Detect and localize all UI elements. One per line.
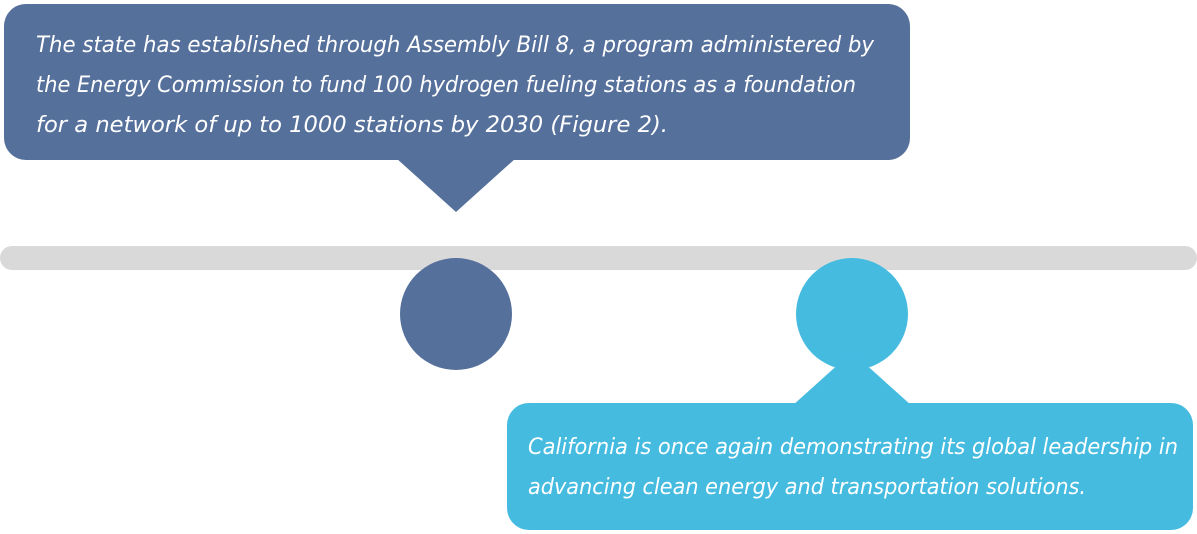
callout-text: for a network of up to 1000 stations by …: [36, 113, 668, 138]
callout-box: [4, 4, 910, 160]
timeline-node: [400, 258, 512, 370]
callout-box: [507, 403, 1193, 530]
callout-pointer: [792, 352, 912, 406]
callout-text: advancing clean energy and transportatio…: [528, 475, 1086, 500]
callout-text: California is once again demonstrating i…: [528, 435, 1178, 460]
callout-pointer: [396, 158, 516, 212]
callout-text: The state has established through Assemb…: [36, 33, 875, 58]
timeline-bar: [0, 246, 1197, 270]
timeline-node: [796, 258, 908, 370]
callout-text: the Energy Commission to fund 100 hydrog…: [36, 73, 856, 98]
